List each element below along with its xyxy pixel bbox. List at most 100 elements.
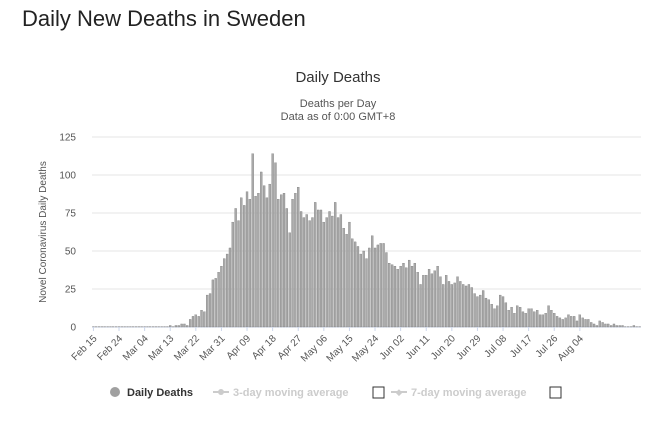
bar[interactable]	[575, 320, 579, 328]
bar[interactable]	[169, 325, 172, 328]
bar[interactable]	[442, 284, 445, 328]
bar[interactable]	[297, 187, 300, 328]
legend-7-day-checkbox[interactable]	[549, 386, 562, 399]
bar[interactable]	[188, 319, 192, 328]
bar[interactable]	[223, 258, 226, 328]
bar[interactable]	[237, 220, 240, 328]
bar[interactable]	[513, 313, 516, 328]
bar[interactable]	[277, 199, 280, 328]
bar[interactable]	[191, 316, 195, 328]
bar[interactable]	[604, 323, 607, 328]
bar[interactable]	[419, 284, 422, 328]
bar[interactable]	[615, 325, 618, 328]
bar[interactable]	[382, 243, 385, 328]
bar[interactable]	[453, 282, 456, 328]
bar[interactable]	[243, 205, 246, 328]
bar[interactable]	[578, 314, 581, 328]
bar[interactable]	[538, 314, 542, 328]
legend-item-3-day-average[interactable]: 3-day moving average	[213, 386, 385, 399]
bar[interactable]	[476, 296, 479, 328]
bar[interactable]	[334, 202, 337, 328]
bar[interactable]	[590, 322, 593, 328]
bar[interactable]	[282, 193, 286, 328]
bar[interactable]	[345, 234, 348, 328]
bar[interactable]	[496, 305, 499, 328]
bar[interactable]	[536, 310, 539, 328]
bar[interactable]	[305, 214, 308, 328]
bar[interactable]	[564, 317, 567, 328]
bar[interactable]	[501, 296, 505, 328]
bar[interactable]	[521, 311, 525, 328]
bar[interactable]	[464, 285, 468, 328]
bar[interactable]	[493, 308, 496, 328]
bar[interactable]	[231, 221, 234, 328]
bar[interactable]	[262, 185, 266, 328]
bar[interactable]	[507, 310, 510, 328]
bar[interactable]	[314, 202, 317, 328]
bar[interactable]	[203, 311, 206, 328]
bar[interactable]	[555, 316, 559, 328]
bar[interactable]	[379, 243, 382, 328]
bar[interactable]	[291, 199, 294, 328]
bar[interactable]	[308, 220, 311, 328]
bar[interactable]	[587, 319, 590, 328]
bar[interactable]	[365, 258, 368, 328]
bar[interactable]	[180, 323, 183, 328]
bar[interactable]	[362, 250, 365, 328]
bar[interactable]	[544, 313, 547, 328]
bar[interactable]	[467, 284, 471, 328]
bar[interactable]	[433, 270, 436, 328]
legend-item-daily-deaths[interactable]: Daily Deaths	[110, 387, 193, 399]
bar[interactable]	[211, 279, 215, 328]
bar[interactable]	[609, 325, 613, 328]
bar[interactable]	[331, 215, 334, 328]
bar[interactable]	[618, 325, 621, 328]
bar[interactable]	[174, 325, 178, 328]
bar[interactable]	[533, 311, 536, 328]
bar[interactable]	[376, 244, 380, 328]
bar[interactable]	[260, 171, 263, 328]
bar[interactable]	[422, 275, 425, 328]
bar[interactable]	[456, 276, 459, 328]
bar[interactable]	[356, 246, 360, 328]
bar[interactable]	[410, 266, 414, 328]
bar[interactable]	[368, 247, 371, 328]
bar[interactable]	[612, 323, 616, 328]
bar[interactable]	[186, 325, 189, 328]
bar[interactable]	[228, 247, 232, 328]
bar[interactable]	[393, 266, 397, 328]
bar[interactable]	[408, 259, 411, 328]
bar[interactable]	[402, 263, 405, 328]
bar[interactable]	[516, 305, 519, 328]
bar[interactable]	[632, 325, 636, 328]
bar[interactable]	[524, 313, 527, 328]
bar[interactable]	[359, 253, 362, 328]
bar[interactable]	[462, 284, 465, 328]
bar[interactable]	[621, 325, 624, 328]
bar[interactable]	[245, 191, 249, 328]
bar[interactable]	[353, 241, 357, 328]
bar[interactable]	[274, 162, 277, 328]
bar[interactable]	[447, 281, 451, 328]
bar[interactable]	[322, 221, 325, 328]
bar[interactable]	[214, 278, 217, 328]
bar[interactable]	[541, 314, 545, 328]
bar[interactable]	[561, 319, 564, 328]
bar[interactable]	[328, 211, 331, 328]
bar[interactable]	[240, 197, 243, 328]
bar[interactable]	[547, 305, 550, 328]
bar[interactable]	[271, 153, 274, 328]
bar[interactable]	[405, 267, 408, 328]
bar[interactable]	[217, 272, 220, 328]
bar[interactable]	[396, 269, 399, 328]
legend-3-day-checkbox[interactable]	[372, 386, 385, 399]
bar[interactable]	[427, 269, 431, 328]
bar[interactable]	[248, 199, 252, 328]
bar[interactable]	[595, 325, 599, 328]
bar[interactable]	[439, 276, 442, 328]
bar[interactable]	[311, 217, 314, 328]
legend-item-7-day-average[interactable]: ◆ 7-day moving average	[391, 386, 562, 399]
bar[interactable]	[473, 293, 476, 328]
bar[interactable]	[285, 208, 288, 328]
bar[interactable]	[470, 287, 473, 328]
